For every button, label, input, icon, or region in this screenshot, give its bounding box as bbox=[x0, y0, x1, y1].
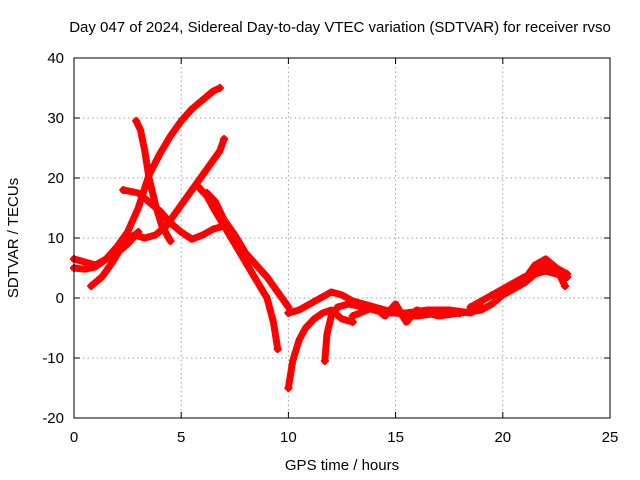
x-tick-label: 15 bbox=[387, 429, 404, 446]
axis-ticks: 0 5 10 15 20 25 -20 -10 0 10 20 30 40 bbox=[42, 50, 618, 446]
y-tick-label: 0 bbox=[56, 290, 64, 307]
series-point-marker bbox=[134, 228, 143, 236]
series-track-5 bbox=[119, 186, 228, 243]
series-point-marker bbox=[348, 312, 357, 320]
y-tick-label: 40 bbox=[47, 50, 64, 67]
series-point-marker bbox=[284, 309, 293, 317]
series-track-4 bbox=[132, 117, 174, 245]
y-tick-label: -20 bbox=[42, 410, 64, 427]
chart-title: Day 047 of 2024, Sidereal Day-to-day VTE… bbox=[69, 19, 611, 36]
series-track-12 bbox=[467, 261, 571, 311]
series-point-marker bbox=[488, 291, 497, 299]
series-point-marker bbox=[87, 282, 96, 290]
y-tick-label: 10 bbox=[47, 230, 64, 247]
series-point-marker bbox=[215, 84, 224, 92]
series-track-3 bbox=[70, 228, 142, 269]
series-point-marker bbox=[119, 186, 128, 194]
series-point-marker bbox=[273, 345, 282, 353]
y-tick-label: 30 bbox=[47, 110, 64, 127]
series-track-13 bbox=[488, 267, 571, 299]
series-point-marker bbox=[166, 237, 175, 245]
series-track-7 bbox=[203, 189, 292, 311]
data-series bbox=[70, 84, 572, 392]
series-track-8 bbox=[284, 306, 357, 392]
series-track-10 bbox=[284, 288, 464, 320]
series-point-marker bbox=[220, 135, 229, 143]
series-point-marker bbox=[132, 117, 141, 125]
x-tick-label: 20 bbox=[494, 429, 511, 446]
y-tick-label: -10 bbox=[42, 350, 64, 367]
series-point-marker bbox=[194, 183, 203, 191]
series-track-6 bbox=[194, 183, 282, 353]
x-tick-label: 10 bbox=[280, 429, 297, 446]
series-point-marker bbox=[202, 189, 211, 197]
grid bbox=[74, 58, 610, 418]
series-track-11 bbox=[349, 255, 569, 326]
x-axis-label: GPS time / hours bbox=[285, 457, 399, 474]
y-tick-label: 20 bbox=[47, 170, 64, 187]
plot-frame bbox=[73, 57, 611, 419]
series-point-marker bbox=[563, 273, 572, 281]
y-axis-label: SDTVAR / TECUs bbox=[5, 178, 22, 298]
x-tick-label: 0 bbox=[70, 429, 78, 446]
series-point-marker bbox=[320, 357, 329, 365]
x-tick-label: 5 bbox=[177, 429, 185, 446]
series-point-marker bbox=[560, 282, 569, 290]
series-point-marker bbox=[284, 384, 293, 392]
x-tick-label: 25 bbox=[602, 429, 619, 446]
series-point-marker bbox=[466, 303, 475, 311]
